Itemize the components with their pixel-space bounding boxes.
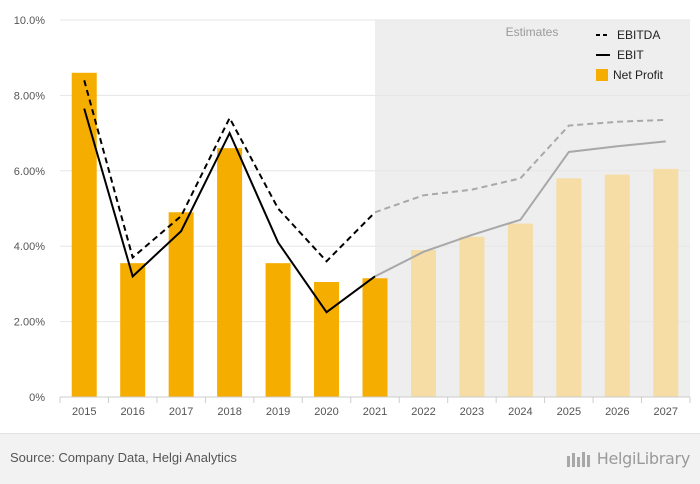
x-tick-label: 2025	[557, 406, 581, 418]
ebitda-line-actual	[83, 80, 376, 263]
x-tick-label: 2026	[605, 406, 629, 418]
legend-ebitda-label: EBITDA	[617, 28, 660, 42]
footer: Source: Company Data, Helgi Analytics He…	[0, 433, 700, 484]
y-tick-label: 2.00%	[14, 317, 45, 329]
y-tick-label: 8.00%	[14, 90, 45, 102]
source-text: Source: Company Data, Helgi Analytics	[10, 450, 237, 465]
net-profit-bar	[362, 278, 388, 397]
estimates-label: Estimates	[506, 25, 559, 39]
net-profit-bar	[120, 263, 146, 397]
y-tick-label: 0%	[29, 392, 45, 404]
net-profit-bar	[556, 178, 582, 397]
ebit-line-actual	[83, 108, 376, 314]
x-tick-label: 2020	[314, 406, 338, 418]
ebitda-line-estimate	[374, 118, 666, 214]
x-tick-label: 2018	[217, 406, 241, 418]
x-tick-label: 2019	[266, 406, 290, 418]
legend: EBITDA EBIT Net Profit	[596, 28, 664, 82]
net-profit-bar	[507, 223, 533, 397]
x-tick-label: 2017	[169, 406, 193, 418]
x-tick-label: 2027	[654, 406, 678, 418]
brand-logo: HelgiLibrary	[566, 446, 690, 470]
x-tick-label: 2015	[72, 406, 96, 418]
net-profit-bar	[265, 263, 291, 397]
brand-text: HelgiLibrary	[596, 448, 691, 468]
legend-net-profit-label: Net Profit	[613, 68, 664, 82]
x-tick-label: 2023	[460, 406, 484, 418]
chart: 0% 2.00% 4.00% 6.00% 8.00% 10.0% 2015 2016 2017 2…	[14, 15, 691, 418]
y-tick-label: 10.0%	[14, 15, 45, 27]
net-profit-bar	[653, 168, 679, 397]
x-tick-label: 2021	[363, 406, 387, 418]
legend-ebit-label: EBIT	[617, 48, 644, 62]
legend-net-profit-swatch	[596, 69, 608, 81]
library-icon	[566, 452, 590, 467]
x-tick-label: 2016	[120, 406, 144, 418]
ebit-line-estimate	[374, 140, 666, 278]
net-profit-bar	[604, 174, 630, 397]
net-profit-bar	[459, 236, 485, 397]
net-profit-bar	[410, 249, 436, 397]
net-profit-bar	[168, 212, 194, 397]
net-profit-bar	[217, 148, 243, 397]
y-tick-label: 6.00%	[14, 166, 45, 178]
x-tick-label: 2022	[411, 406, 435, 418]
x-tick-label: 2024	[508, 406, 532, 418]
y-tick-label: 4.00%	[14, 241, 45, 253]
net-profit-bar	[71, 72, 97, 397]
